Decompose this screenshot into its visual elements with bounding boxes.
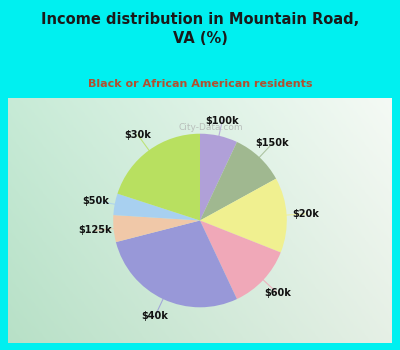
Wedge shape (116, 220, 237, 307)
Wedge shape (118, 134, 200, 220)
Text: Black or African American residents: Black or African American residents (88, 79, 312, 89)
Wedge shape (113, 194, 200, 220)
Text: Income distribution in Mountain Road,
VA (%): Income distribution in Mountain Road, VA… (41, 12, 359, 46)
Wedge shape (200, 134, 237, 220)
Text: $30k: $30k (124, 130, 151, 140)
Text: $100k: $100k (206, 116, 239, 126)
Wedge shape (200, 220, 281, 299)
Wedge shape (200, 179, 287, 252)
Text: $125k: $125k (78, 225, 111, 236)
Text: $20k: $20k (292, 209, 319, 219)
Text: $60k: $60k (264, 288, 291, 298)
Text: $50k: $50k (82, 196, 110, 206)
Text: City-Data.com: City-Data.com (178, 123, 243, 132)
Text: $150k: $150k (256, 138, 289, 148)
Text: $40k: $40k (142, 311, 168, 321)
Wedge shape (200, 142, 276, 220)
Wedge shape (113, 215, 200, 242)
